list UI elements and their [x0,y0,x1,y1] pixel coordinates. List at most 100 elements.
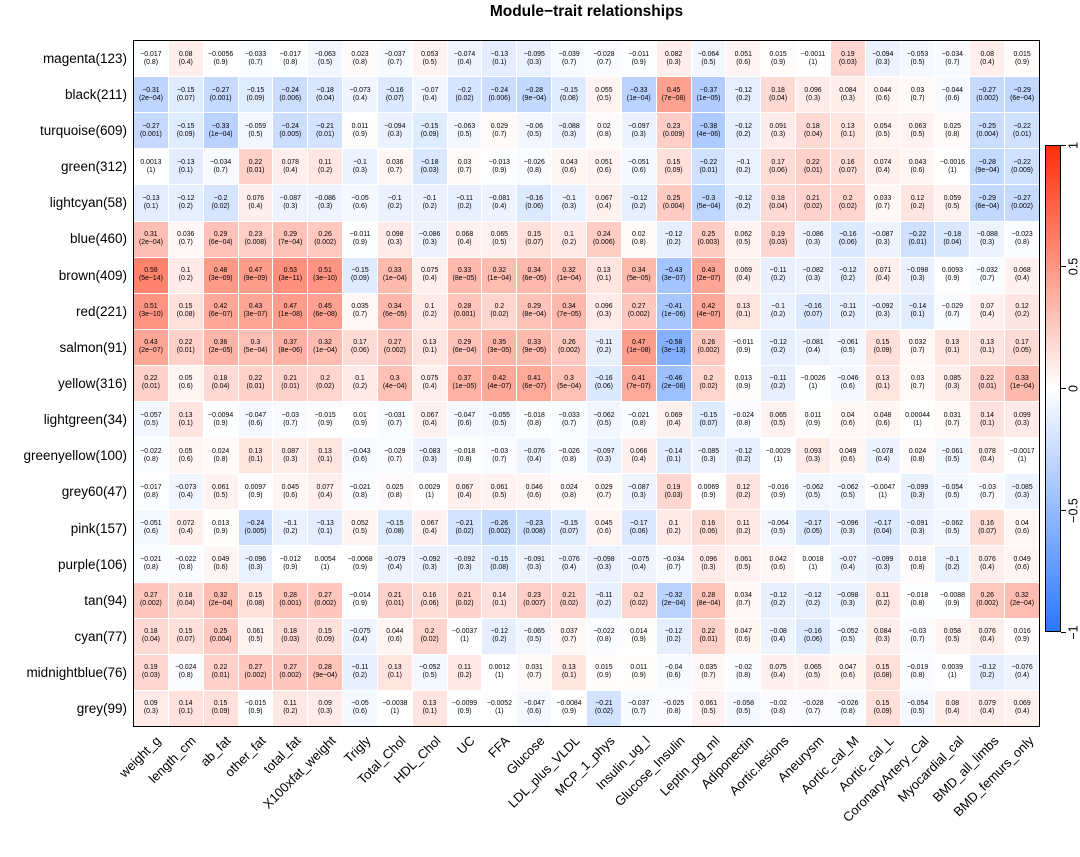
cell-correlation: −0.029 [384,447,406,455]
cell-pvalue: (0.9) [248,491,263,499]
heatmap-cell: 0.11 (0.2) [308,149,343,185]
cell-correlation: 0.2 [703,375,714,383]
cell-correlation: −0.073 [175,483,197,491]
heatmap-cell: 0.065 (0.5) [761,402,796,438]
cell-correlation: −0.091 [906,519,929,527]
cell-pvalue: (8e−04) [522,311,547,319]
cell-correlation: 0.28 [283,592,297,600]
cell-correlation: −0.11 [769,267,787,275]
heatmap-cell: 0.049 (0.6) [1005,546,1039,582]
cell-pvalue: (0.06) [594,383,613,391]
cell-correlation: 0.068 [1013,267,1031,275]
cell-correlation: 0.062 [734,231,752,239]
cell-pvalue: (0.002) [140,600,162,608]
cell-correlation: −0.16 [595,375,613,383]
cell-correlation: 0.04 [1015,519,1029,527]
cell-pvalue: (0.2) [666,636,681,644]
cell-correlation: 0.096 [699,556,718,564]
heatmap-cell: −0.095 (0.3) [517,41,552,77]
heatmap-cell: 0.2 (0.02) [830,185,865,221]
cell-correlation: −0.12 [769,339,787,347]
heatmap-cell: −0.081 (0.4) [796,329,830,365]
heatmap-cell: 0.15 (0.08) [168,293,203,329]
heatmap-cell: 0.33 (1e−04) [377,257,412,293]
cell-correlation: 0.27 [632,303,646,311]
heatmap-cell: −0.0029 (1) [761,438,796,474]
heatmap-cell: −0.011 (0.9) [343,221,377,257]
heatmap-cell: −0.023 (0.8) [1005,221,1039,257]
cell-pvalue: (0.01) [803,166,822,174]
heatmap-cell: 0.076 (0.4) [970,546,1005,582]
cell-correlation: 0.17 [771,158,785,166]
cell-correlation: −0.58 [664,339,683,347]
cell-pvalue: (0.6) [840,383,855,391]
cell-correlation: −0.11 [595,592,613,600]
cell-correlation: −0.15 [420,122,439,130]
cell-pvalue: (0.5) [771,419,786,427]
cell-correlation: −0.27 [142,122,160,130]
cell-pvalue: (0.02) [490,311,509,319]
cell-correlation: 0.13 [422,339,437,347]
cell-pvalue: (1) [1017,455,1027,463]
heatmap-cell: −0.062 (0.5) [935,510,970,546]
heatmap-cell: −0.026 (0.8) [552,438,586,474]
cell-correlation: 0.15 [179,303,193,311]
heatmap-cell: −0.15 (0.07) [552,510,586,546]
cell-pvalue: (0.4) [631,455,646,463]
cell-pvalue: (0.3) [771,130,786,138]
heatmap-cell: −0.028 (0.7) [796,690,830,726]
cell-pvalue: (1) [390,708,400,716]
cell-correlation: 0.48 [213,267,228,275]
heatmap-cell: 0.09 (0.3) [134,690,168,726]
heatmap-cell: −0.081 (0.4) [482,185,517,221]
cell-pvalue: (5e−04) [243,347,268,355]
heatmap-cell: 0.031 (0.7) [935,402,970,438]
heatmap-cell: −0.12 (0.2) [656,221,691,257]
cell-pvalue: (0.3) [527,564,542,572]
row-label: brown(409) [58,267,127,283]
cell-correlation: −0.12 [490,628,509,636]
heatmap-cell: −0.099 (0.3) [865,546,900,582]
heatmap-cell: 0.082 (0.3) [656,41,691,77]
cell-correlation: 0.15 [179,628,193,636]
cell-pvalue: (0.7) [631,708,646,716]
cell-correlation: 0.045 [595,519,613,527]
cell-pvalue: (0.8) [631,239,646,247]
heatmap-cell: −0.063 (0.5) [308,41,343,77]
heatmap-cell: 0.13 (0.1) [412,690,447,726]
cell-pvalue: (0.8) [631,419,646,427]
cell-correlation: 0.12 [910,194,925,202]
cell-pvalue: (0.2) [771,275,786,283]
cell-correlation: 0.18 [283,628,297,636]
cell-pvalue: (0.2) [666,527,681,535]
heatmap-cell: −0.11 (0.2) [761,365,796,402]
cell-pvalue: (1e−04) [313,347,338,355]
cell-pvalue: (2e−04) [138,94,163,102]
cell-correlation: 0.43 [144,339,158,347]
cell-correlation: −0.094 [872,50,894,58]
heatmap-cell: −0.014 (0.9) [343,582,377,618]
cell-correlation: 0.29 [457,339,472,347]
heatmap-cell: 0.32 (2e−04) [203,582,238,618]
heatmap-cell: 0.28 (0.001) [447,293,482,329]
cell-pvalue: (0.3) [422,564,437,572]
cell-pvalue: (0.3) [840,600,855,608]
cell-correlation: 0.18 [806,122,820,130]
cell-pvalue: (0.01) [908,239,927,247]
cell-pvalue: (0.09) [176,130,195,138]
heatmap-cell: 0.47 (9e−09) [238,257,273,293]
cell-correlation: 0.41 [632,375,646,383]
cell-correlation: 0.08 [179,50,193,58]
cell-correlation: 0.053 [421,50,439,58]
cell-pvalue: (0.1) [422,708,437,716]
heatmap-cell: −0.25 (0.004) [970,113,1005,149]
cell-correlation: −0.15 [177,122,195,130]
cell-pvalue: (1e−04) [382,275,407,283]
cell-correlation: −0.095 [523,50,545,58]
cell-correlation: 0.043 [908,158,927,166]
cell-correlation: 0.061 [246,628,265,636]
cell-correlation: −0.087 [872,231,894,239]
heatmap-cell: −0.087 (0.3) [865,221,900,257]
heatmap-cell: 0.061 (0.5) [238,618,273,654]
heatmap-cell: 0.27 (0.002) [273,654,308,690]
